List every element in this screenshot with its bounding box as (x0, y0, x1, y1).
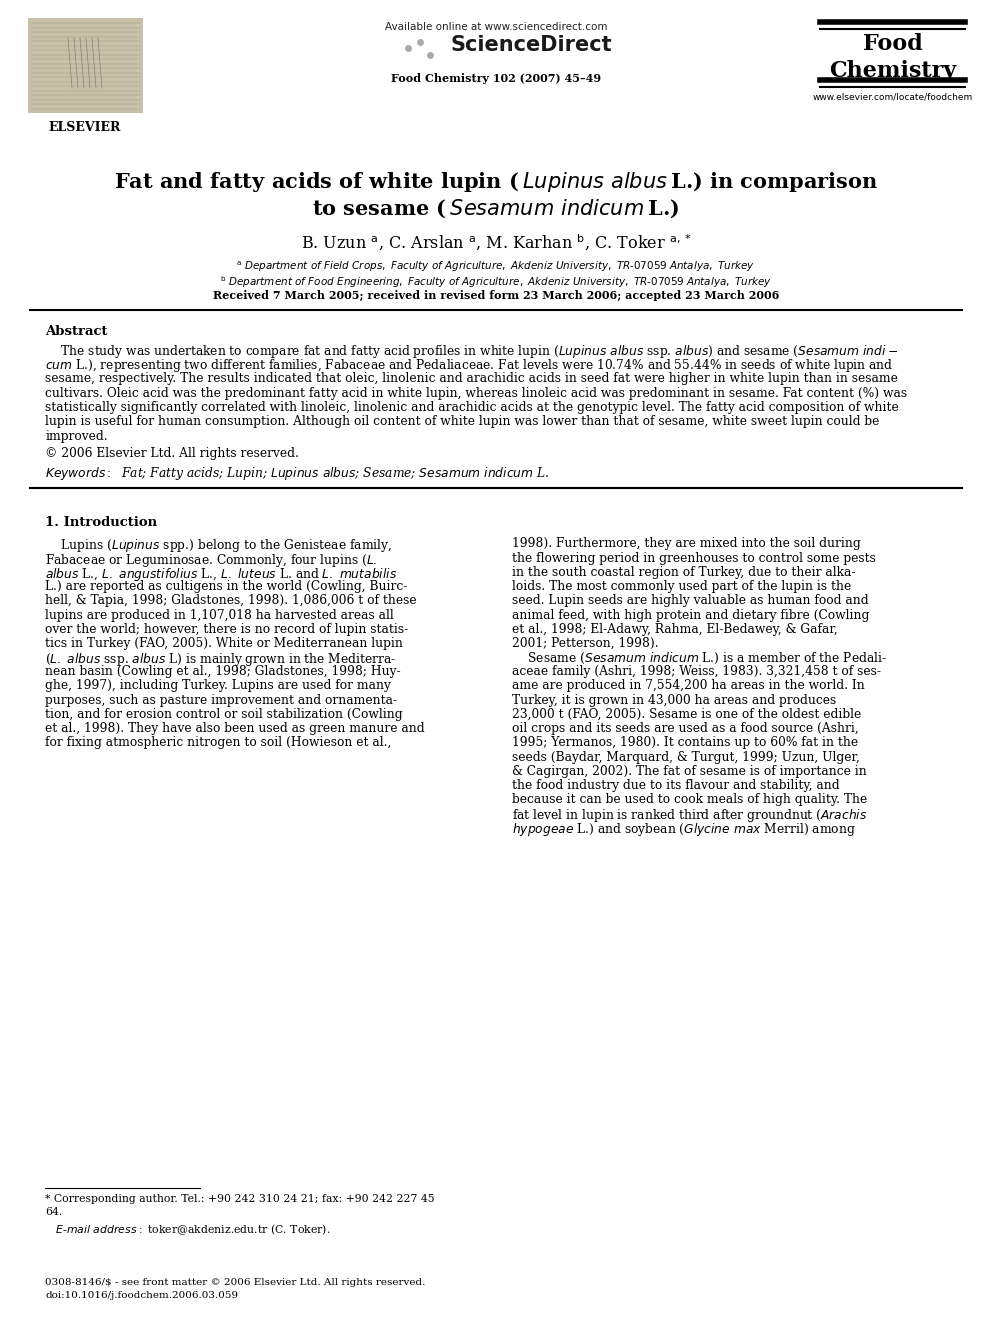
Text: the flowering period in greenhouses to control some pests: the flowering period in greenhouses to c… (512, 552, 876, 565)
Text: cultivars. Oleic acid was the predominant fatty acid in white lupin, whereas lin: cultivars. Oleic acid was the predominan… (45, 386, 907, 400)
Text: 23,000 t (FAO, 2005). Sesame is one of the oldest edible: 23,000 t (FAO, 2005). Sesame is one of t… (512, 708, 861, 721)
Text: $\it{E\text{-}mail\ address:}$ toker@akdeniz.edu.tr (C. Toker).: $\it{E\text{-}mail\ address:}$ toker@akd… (45, 1222, 330, 1237)
Text: B. Uzun $^{\rm a}$, C. Arslan $^{\rm a}$, M. Karhan $^{\rm b}$, C. Toker $^{\rm : B. Uzun $^{\rm a}$, C. Arslan $^{\rm a}$… (301, 233, 691, 253)
Text: ($\it{L.\ albus}$ ssp. $\it{albus}$ L) is mainly grown in the Mediterra-: ($\it{L.\ albus}$ ssp. $\it{albus}$ L) i… (45, 651, 396, 668)
Text: 2001; Petterson, 1998).: 2001; Petterson, 1998). (512, 636, 659, 650)
Text: lupins are produced in 1,107,018 ha harvested areas all: lupins are produced in 1,107,018 ha harv… (45, 609, 394, 622)
Text: ELSEVIER: ELSEVIER (49, 120, 121, 134)
Text: Available online at www.sciencedirect.com: Available online at www.sciencedirect.co… (385, 22, 607, 32)
Text: hell, & Tapia, 1998; Gladstones, 1998). 1,086,006 t of these: hell, & Tapia, 1998; Gladstones, 1998). … (45, 594, 417, 607)
Text: 1998). Furthermore, they are mixed into the soil during: 1998). Furthermore, they are mixed into … (512, 537, 861, 550)
Text: nean basin (Cowling et al., 1998; Gladstones, 1998; Huy-: nean basin (Cowling et al., 1998; Gladst… (45, 665, 401, 679)
Text: the food industry due to its flavour and stability, and: the food industry due to its flavour and… (512, 779, 839, 792)
Text: seeds (Baydar, Marquard, & Turgut, 1999; Uzun, Ulger,: seeds (Baydar, Marquard, & Turgut, 1999;… (512, 750, 860, 763)
Text: fat level in lupin is ranked third after groundnut ($\it{Arachis}$: fat level in lupin is ranked third after… (512, 807, 868, 824)
Text: & Cagirgan, 2002). The fat of sesame is of importance in: & Cagirgan, 2002). The fat of sesame is … (512, 765, 867, 778)
Text: ghe, 1997), including Turkey. Lupins are used for many: ghe, 1997), including Turkey. Lupins are… (45, 680, 391, 692)
Text: tics in Turkey (FAO, 2005). White or Mediterranean lupin: tics in Turkey (FAO, 2005). White or Med… (45, 636, 403, 650)
Text: statistically significantly correlated with linoleic, linolenic and arachidic ac: statistically significantly correlated w… (45, 401, 899, 414)
FancyBboxPatch shape (28, 19, 143, 112)
Text: Abstract: Abstract (45, 325, 107, 337)
Text: because it can be used to cook meals of high quality. The: because it can be used to cook meals of … (512, 792, 867, 806)
Text: $\it{hypogeae}$ L.) and soybean ($\it{Glycine\ max}$ Merril) among: $\it{hypogeae}$ L.) and soybean ($\it{Gl… (512, 822, 855, 839)
Text: seed. Lupin seeds are highly valuable as human food and: seed. Lupin seeds are highly valuable as… (512, 594, 869, 607)
Text: to sesame ( $\it{Sesamum\ indicum}$ L.): to sesame ( $\it{Sesamum\ indicum}$ L.) (312, 198, 680, 221)
Text: $\it{Keywords:}$  Fat; Fatty acids; Lupin; $\it{Lupinus\ albus}$; Sesame; $\it{S: $\it{Keywords:}$ Fat; Fatty acids; Lupin… (45, 466, 550, 483)
Text: ame are produced in 7,554,200 ha areas in the world. In: ame are produced in 7,554,200 ha areas i… (512, 680, 865, 692)
Text: loids. The most commonly used part of the lupin is the: loids. The most commonly used part of th… (512, 579, 851, 593)
Text: $\it{cum}$ L.), representing two different families, Fabaceae and Pedaliaceae. F: $\it{cum}$ L.), representing two differe… (45, 357, 894, 374)
Text: doi:10.1016/j.foodchem.2006.03.059: doi:10.1016/j.foodchem.2006.03.059 (45, 1291, 238, 1301)
Text: Received 7 March 2005; received in revised form 23 March 2006; accepted 23 March: Received 7 March 2005; received in revis… (213, 290, 779, 302)
Text: in the south coastal region of Turkey, due to their alka-: in the south coastal region of Turkey, d… (512, 566, 855, 579)
Text: Sesame ($\it{Sesamum\ indicum}$ L.) is a member of the Pedali-: Sesame ($\it{Sesamum\ indicum}$ L.) is a… (512, 651, 887, 667)
Text: oil crops and its seeds are used as a food source (Ashri,: oil crops and its seeds are used as a fo… (512, 722, 859, 736)
Text: lupin is useful for human consumption. Although oil content of white lupin was l: lupin is useful for human consumption. A… (45, 415, 879, 429)
Text: et al., 1998). They have also been used as green manure and: et al., 1998). They have also been used … (45, 722, 425, 736)
Text: * Corresponding author. Tel.: +90 242 310 24 21; fax: +90 242 227 45: * Corresponding author. Tel.: +90 242 31… (45, 1193, 434, 1204)
Text: Fat and fatty acids of white lupin ( $\it{Lupinus\ albus}$ L.) in comparison: Fat and fatty acids of white lupin ( $\i… (114, 169, 878, 194)
Text: The study was undertaken to compare fat and fatty acid profiles in white lupin (: The study was undertaken to compare fat … (45, 343, 899, 360)
Text: animal feed, with high protein and dietary fibre (Cowling: animal feed, with high protein and dieta… (512, 609, 869, 622)
Text: et al., 1998; El-Adawy, Rahma, El-Bedawey, & Gafar,: et al., 1998; El-Adawy, Rahma, El-Bedawe… (512, 623, 838, 635)
Text: $^{\rm a}$ $\it{Department\ of\ Field\ Crops,\ Faculty\ of\ Agriculture,\ Akdeni: $^{\rm a}$ $\it{Department\ of\ Field\ C… (236, 261, 756, 274)
Text: Food Chemistry 102 (2007) 45–49: Food Chemistry 102 (2007) 45–49 (391, 73, 601, 83)
Text: 1995; Yermanos, 1980). It contains up to 60% fat in the: 1995; Yermanos, 1980). It contains up to… (512, 737, 858, 749)
Text: purposes, such as pasture improvement and ornamenta-: purposes, such as pasture improvement an… (45, 693, 397, 706)
Text: ScienceDirect: ScienceDirect (450, 34, 612, 56)
Text: Turkey, it is grown in 43,000 ha areas and produces: Turkey, it is grown in 43,000 ha areas a… (512, 693, 836, 706)
Text: 1. Introduction: 1. Introduction (45, 516, 157, 528)
Text: L.) are reported as cultigens in the world (Cowling, Buirc-: L.) are reported as cultigens in the wor… (45, 579, 408, 593)
Text: for fixing atmospheric nitrogen to soil (Howieson et al.,: for fixing atmospheric nitrogen to soil … (45, 737, 392, 749)
Text: sesame, respectively. The results indicated that oleic, linolenic and arachidic : sesame, respectively. The results indica… (45, 372, 898, 385)
Text: 0308-8146/$ - see front matter © 2006 Elsevier Ltd. All rights reserved.: 0308-8146/$ - see front matter © 2006 El… (45, 1278, 426, 1287)
Text: tion, and for erosion control or soil stabilization (Cowling: tion, and for erosion control or soil st… (45, 708, 403, 721)
Text: www.elsevier.com/locate/foodchem: www.elsevier.com/locate/foodchem (812, 93, 973, 101)
Text: $^{\rm b}$ $\it{Department\ of\ Food\ Engineering,\ Faculty\ of\ Agriculture,\ A: $^{\rm b}$ $\it{Department\ of\ Food\ En… (220, 274, 772, 290)
Text: Fabaceae or Leguminosae. Commonly, four lupins ($\it{L.}$: Fabaceae or Leguminosae. Commonly, four … (45, 552, 377, 569)
Text: aceae family (Ashri, 1998; Weiss, 1983). 3,321,458 t of ses-: aceae family (Ashri, 1998; Weiss, 1983).… (512, 665, 881, 679)
Text: © 2006 Elsevier Ltd. All rights reserved.: © 2006 Elsevier Ltd. All rights reserved… (45, 447, 299, 460)
Text: Food
Chemistry: Food Chemistry (829, 33, 956, 82)
Text: 64.: 64. (45, 1207, 62, 1217)
Text: improved.: improved. (45, 430, 107, 443)
Text: over the world; however, there is no record of lupin statis-: over the world; however, there is no rec… (45, 623, 409, 635)
Text: Lupins ($\it{Lupinus}$ spp.) belong to the Genisteae family,: Lupins ($\it{Lupinus}$ spp.) belong to t… (45, 537, 392, 554)
Text: $\it{albus}$ L., $\it{L.\ angustifolius}$ L., $\it{L.\ luteus}$ L. and $\it{L.\ : $\it{albus}$ L., $\it{L.\ angustifolius}… (45, 566, 397, 583)
